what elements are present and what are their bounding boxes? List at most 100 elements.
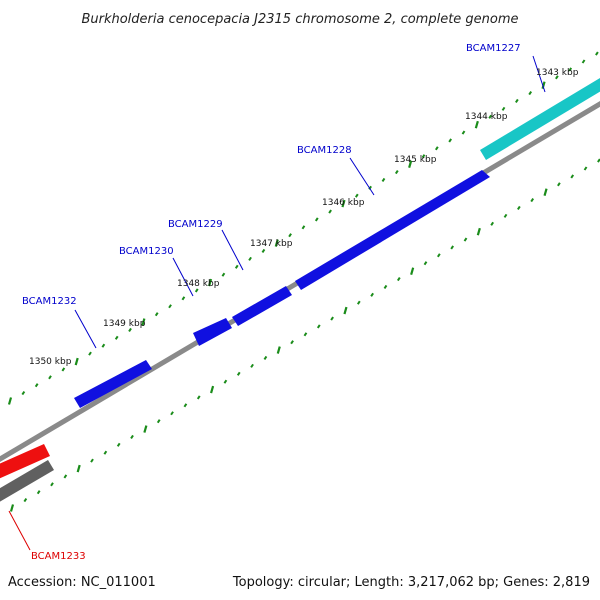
major-tick bbox=[210, 385, 215, 394]
minor-tick bbox=[236, 371, 241, 376]
minor-tick bbox=[181, 296, 186, 301]
minor-tick bbox=[248, 256, 252, 261]
minor-tick bbox=[156, 419, 161, 424]
gene-arrow-bcam1232[interactable] bbox=[74, 360, 152, 408]
outer-tick-marks bbox=[7, 51, 599, 405]
minor-tick bbox=[503, 213, 508, 218]
minor-tick bbox=[261, 248, 266, 254]
minor-tick bbox=[450, 245, 454, 250]
minor-tick bbox=[530, 198, 535, 203]
reverse-strand-gray-bar[interactable] bbox=[0, 460, 54, 504]
minor-tick bbox=[221, 272, 226, 277]
minor-tick bbox=[595, 51, 599, 56]
minor-tick bbox=[301, 225, 306, 230]
minor-tick bbox=[328, 209, 332, 214]
major-tick bbox=[343, 306, 348, 315]
minor-tick bbox=[114, 335, 119, 340]
minor-tick bbox=[555, 75, 559, 80]
tick-label: 1348 kbp bbox=[177, 279, 220, 289]
major-tick bbox=[274, 239, 279, 247]
gene-features bbox=[0, 72, 600, 480]
tick-label: 1349 kbp bbox=[103, 319, 146, 329]
minor-tick bbox=[354, 193, 359, 198]
minor-tick bbox=[316, 324, 321, 329]
gene-arrow-bcam1233[interactable] bbox=[0, 444, 50, 480]
minor-tick bbox=[34, 383, 39, 388]
minor-tick bbox=[194, 288, 199, 293]
minor-tick bbox=[396, 276, 401, 282]
minor-tick bbox=[517, 205, 521, 211]
major-tick bbox=[541, 81, 546, 89]
minor-tick bbox=[103, 450, 108, 455]
minor-tick bbox=[488, 114, 493, 119]
minor-tick bbox=[330, 316, 334, 321]
gene-arrow-bcam1228[interactable] bbox=[295, 170, 490, 290]
major-tick bbox=[7, 397, 13, 405]
gene-arrow-bcam1229[interactable] bbox=[232, 286, 292, 326]
minor-tick bbox=[61, 367, 66, 372]
minor-tick bbox=[234, 264, 239, 269]
major-tick bbox=[76, 464, 81, 473]
major-tick bbox=[276, 346, 281, 354]
gene-leader-bcam1232 bbox=[74, 309, 97, 349]
accession-label: Accession: NC_011001 bbox=[8, 575, 156, 590]
minor-tick bbox=[370, 292, 374, 297]
gene-label-leaders bbox=[8, 55, 546, 551]
minor-tick bbox=[48, 375, 52, 380]
minor-tick bbox=[101, 343, 106, 348]
minor-tick bbox=[154, 312, 159, 317]
minor-tick bbox=[63, 474, 68, 479]
gene-arrow-bcam1227[interactable] bbox=[480, 72, 600, 160]
gene-label-bcam1229[interactable]: BCAM1229 bbox=[168, 219, 223, 230]
minor-tick bbox=[303, 332, 308, 337]
tick-labels: 1343 kbp 1344 kbp 1345 kbp 1346 kbp 1347 kbp… bbox=[29, 68, 579, 367]
major-tick bbox=[474, 120, 479, 129]
major-tick bbox=[410, 267, 415, 275]
minor-tick bbox=[568, 67, 573, 72]
minor-tick bbox=[170, 411, 174, 416]
tick-label: 1350 kbp bbox=[29, 357, 72, 367]
minor-tick bbox=[314, 217, 319, 222]
minor-tick bbox=[90, 458, 94, 463]
gene-label-bcam1227[interactable]: BCAM1227 bbox=[466, 43, 521, 54]
minor-tick bbox=[88, 351, 92, 356]
minor-tick bbox=[21, 391, 26, 396]
gene-label-bcam1232[interactable]: BCAM1232 bbox=[22, 296, 77, 307]
major-tick bbox=[143, 425, 148, 433]
tick-label: 1346 kbp bbox=[322, 198, 365, 208]
minor-tick bbox=[528, 91, 533, 96]
gene-arrow-bcam1230[interactable] bbox=[193, 318, 232, 346]
map-title: Burkholderia cenocepacia J2315 chromosom… bbox=[81, 12, 518, 27]
minor-tick bbox=[557, 182, 561, 187]
gene-label-bcam1230[interactable]: BCAM1230 bbox=[119, 246, 174, 257]
gene-leader-bcam1227 bbox=[532, 55, 546, 93]
major-tick bbox=[476, 227, 481, 236]
gene-label-bcam1228[interactable]: BCAM1228 bbox=[297, 145, 352, 156]
minor-tick bbox=[490, 221, 495, 226]
major-tick bbox=[341, 199, 346, 208]
gene-label-bcam1233[interactable]: BCAM1233 bbox=[31, 551, 86, 562]
tick-label: 1344 kbp bbox=[465, 112, 508, 122]
minor-tick bbox=[183, 403, 188, 408]
minor-tick bbox=[356, 300, 361, 305]
gene-leader-bcam1228 bbox=[349, 157, 375, 196]
gene-leader-bcam1233 bbox=[8, 510, 31, 551]
minor-tick bbox=[421, 154, 426, 159]
major-tick bbox=[208, 278, 213, 287]
minor-tick bbox=[394, 169, 399, 175]
minor-tick bbox=[423, 261, 428, 266]
minor-tick bbox=[290, 340, 294, 345]
minor-tick bbox=[581, 59, 586, 64]
minor-tick bbox=[436, 253, 441, 258]
minor-tick bbox=[168, 304, 172, 309]
minor-tick bbox=[583, 166, 588, 171]
major-tick bbox=[74, 357, 79, 366]
major-tick bbox=[543, 188, 548, 196]
minor-tick bbox=[23, 498, 28, 503]
minor-tick bbox=[383, 284, 388, 289]
major-tick bbox=[141, 318, 146, 326]
minor-tick bbox=[515, 98, 519, 104]
minor-tick bbox=[448, 138, 452, 143]
tick-label: 1343 kbp bbox=[536, 68, 579, 78]
